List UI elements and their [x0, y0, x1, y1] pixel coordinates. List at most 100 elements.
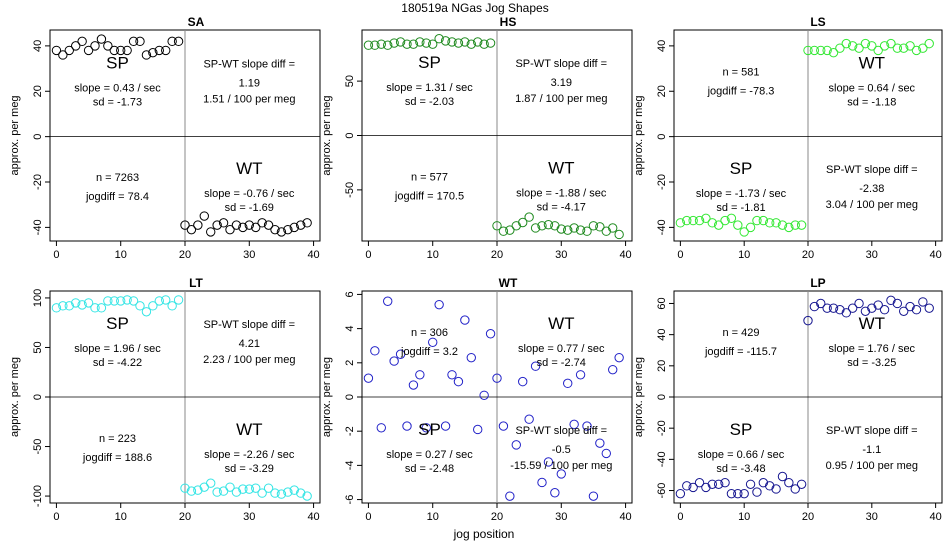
data-point — [569, 223, 579, 233]
data-point — [453, 376, 464, 387]
data-point — [485, 329, 496, 339]
annotation-q3-line-3: sd = -2.48 — [405, 463, 454, 475]
x-tick-label: 40 — [307, 249, 319, 261]
data-point — [77, 36, 87, 47]
data-point — [167, 301, 177, 311]
panel-title: WT — [499, 276, 518, 290]
annotation-q1-line-2: jogdiff = 3.2 — [400, 346, 458, 358]
data-point — [847, 303, 858, 313]
y-tick-label: 50 — [32, 341, 44, 353]
data-point — [707, 218, 717, 228]
data-point — [154, 45, 164, 56]
y-tick-label: 2 — [344, 360, 356, 366]
data-point — [421, 38, 431, 48]
data-point — [726, 488, 737, 499]
data-point — [758, 478, 769, 488]
data-point — [51, 303, 62, 313]
data-point — [886, 295, 896, 306]
data-point — [816, 45, 826, 56]
annotation-q2-line-1: SP-WT slope diff = — [203, 58, 295, 70]
data-point — [608, 223, 618, 233]
data-point — [688, 215, 698, 226]
y-axis-label: approx. per meg — [633, 357, 645, 437]
data-point — [71, 298, 81, 308]
data-point — [402, 421, 412, 431]
data-point — [90, 41, 100, 51]
data-point — [556, 224, 566, 234]
x-tick-label: 30 — [866, 511, 878, 523]
data-point — [518, 217, 528, 228]
x-tick-label: 40 — [929, 249, 941, 261]
data-point — [733, 488, 743, 499]
panel-lp: LP 0 10 20 30 40 -60 -40 -20 0 20 40 60 approx. per m… — [633, 276, 943, 523]
data-point — [96, 34, 107, 44]
annotation-q3-line-2: slope = 0.66 / sec — [698, 449, 785, 461]
annotation-q3-line-1: n = 223 — [99, 433, 136, 445]
data-point — [296, 488, 306, 498]
y-tick-label: 0 — [344, 394, 356, 400]
data-point — [96, 303, 107, 313]
data-point — [675, 218, 686, 228]
data-point — [694, 215, 705, 226]
x-tick-label: 10 — [738, 511, 750, 523]
annotation-q1-line-1: SP — [106, 314, 129, 333]
data-point — [867, 41, 877, 51]
data-point — [128, 36, 139, 47]
data-point — [854, 43, 864, 53]
data-point — [899, 306, 909, 316]
data-point — [563, 378, 573, 389]
data-point — [128, 296, 139, 306]
data-point — [135, 301, 145, 311]
data-point — [434, 299, 444, 310]
data-point — [847, 41, 858, 51]
data-point — [771, 218, 781, 228]
annotation-q3-line-1: SP — [418, 420, 441, 439]
data-point — [537, 477, 547, 488]
annotation-q4-line-2: -0.5 — [552, 444, 571, 456]
data-point — [199, 211, 209, 221]
y-tick-label: 6 — [344, 291, 356, 297]
y-tick-label: 0 — [656, 394, 668, 400]
data-point — [161, 45, 171, 56]
data-point — [892, 43, 903, 53]
data-point — [790, 484, 800, 494]
data-point — [911, 305, 922, 315]
data-point — [682, 215, 692, 226]
data-point — [283, 224, 293, 235]
x-tick-label: 10 — [738, 249, 750, 261]
data-point — [231, 220, 242, 230]
annotation-q4-line-2: -2.38 — [859, 183, 884, 195]
data-point — [575, 370, 586, 380]
annotation-q2-line-3: sd = -1.18 — [847, 96, 896, 108]
data-point — [784, 478, 794, 488]
data-point — [569, 419, 579, 430]
annotation-q3-line-2: slope = 0.27 / sec — [386, 449, 473, 461]
data-point — [720, 215, 730, 226]
data-point — [251, 483, 261, 493]
data-point — [206, 227, 216, 237]
x-tick-label: 20 — [802, 511, 814, 523]
data-point — [238, 222, 248, 233]
x-tick-label: 30 — [243, 511, 255, 523]
data-point — [713, 479, 724, 489]
annotation-q2-line-2: slope = 0.77 / sec — [518, 343, 605, 355]
data-point — [595, 438, 605, 448]
x-tick-label: 40 — [619, 511, 631, 523]
data-point — [905, 41, 915, 51]
data-point — [873, 45, 883, 56]
panel-hs: HS 0 10 20 30 40 -50 0 50 approx. per meg SP slope … — [321, 15, 633, 261]
x-tick-label: 20 — [491, 511, 503, 523]
data-point — [212, 220, 222, 230]
data-point — [383, 296, 393, 306]
data-point — [492, 373, 502, 383]
data-point — [796, 479, 807, 489]
x-tick-label: 30 — [243, 249, 255, 261]
data-point — [408, 380, 419, 390]
x-tick-label: 30 — [866, 249, 878, 261]
data-point — [276, 489, 287, 499]
y-tick-label: 20 — [656, 360, 668, 372]
data-point — [58, 301, 68, 311]
annotation-q1-line-3: sd = -2.03 — [405, 96, 454, 108]
x-axis-label: jog position — [453, 527, 515, 541]
